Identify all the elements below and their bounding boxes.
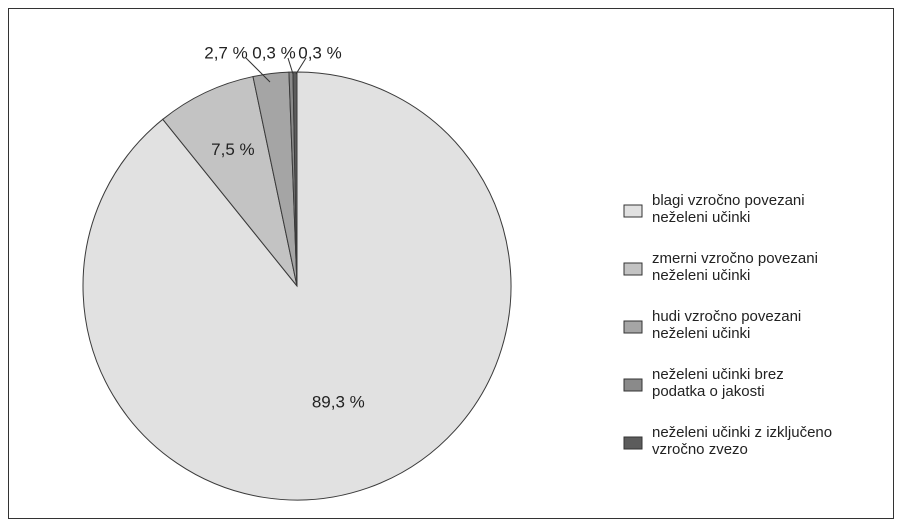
slice-value-label-3: 2,7 % xyxy=(204,43,247,62)
legend-label-1-line-2: neželeni učinki xyxy=(652,209,750,226)
legend-label-5-line-2: vzročno zvezo xyxy=(652,441,748,458)
legend-label-4-line-2: podatka o jakosti xyxy=(652,383,765,400)
slice-leader-line-4 xyxy=(287,57,294,75)
legend-swatch-5 xyxy=(623,436,643,450)
legend-label-1-line-1: blagi vzročno povezani xyxy=(652,192,805,209)
legend-label-3-line-1: hudi vzročno povezani xyxy=(652,308,801,325)
pie-slices xyxy=(82,71,512,501)
legend-label-4-line-1: neželeni učinki brez xyxy=(652,366,784,383)
pie-slice-2 xyxy=(162,75,298,287)
legend-swatch-2 xyxy=(623,262,643,276)
legend-label-3-line-2: neželeni učinki xyxy=(652,325,750,342)
legend-label-5-line-1: neželeni učinki z izključeno xyxy=(652,424,832,441)
legend-swatch-3 xyxy=(623,320,643,334)
legend-label-2-line-1: zmerni vzročno povezani xyxy=(652,250,818,267)
legend-swatch-1 xyxy=(623,204,643,218)
slice-value-label-1: 89,3 % xyxy=(312,393,365,412)
legend-swatch-4 xyxy=(623,378,643,392)
slice-value-label-4: 0,3 % xyxy=(252,43,295,62)
legend-label-2-line-2: neželeni učinki xyxy=(652,267,750,284)
slice-leader-line-5 xyxy=(295,57,307,75)
slice-value-label-2: 7,5 % xyxy=(211,140,254,159)
slice-leader-line-3 xyxy=(245,57,271,83)
slice-value-label-5: 0,3 % xyxy=(298,43,341,62)
slice-labels: 89,3 % 7,5 % 2,7 % 0,3 % 0,3 % xyxy=(204,43,365,411)
